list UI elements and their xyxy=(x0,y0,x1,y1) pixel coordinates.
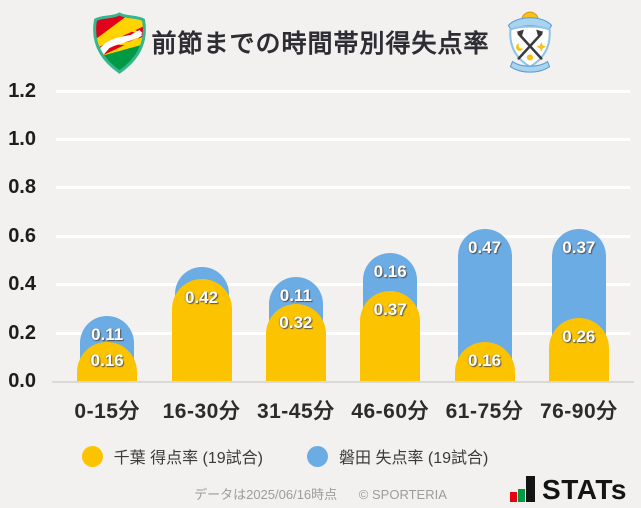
x-axis-category-label: 61-75分 xyxy=(445,400,524,423)
bar-value-label: 0.32 xyxy=(279,313,313,332)
legend-item-iwata: 磐田 失点率 (19試合) xyxy=(307,444,488,468)
bar-chiba-score xyxy=(454,342,515,381)
bar-chiba-score xyxy=(548,318,609,381)
y-axis-tick-label: 0.4 xyxy=(8,273,36,296)
bar-value-label: 0.16 xyxy=(373,262,407,281)
stats-brand-text: STATs xyxy=(542,474,627,505)
x-axis-category-label: 31-45分 xyxy=(256,400,335,423)
gridline xyxy=(56,283,630,287)
bar-value-label: 0.11 xyxy=(279,286,312,305)
gridline xyxy=(56,234,630,238)
bar-value-label: 0.11 xyxy=(91,325,124,344)
bar-chiba-score xyxy=(360,291,421,381)
gridline xyxy=(56,186,630,190)
gridline xyxy=(56,89,630,93)
stats-brand-logo: STATs xyxy=(510,474,627,505)
bar-value-label: 0.16 xyxy=(90,351,124,370)
data-date-note: データは2025/06/16時点 xyxy=(194,487,338,502)
y-axis-tick-label: 0.0 xyxy=(8,370,36,392)
x-axis-category-label: 46-60分 xyxy=(351,400,430,423)
copyright-text: © SPORTERIA xyxy=(358,487,447,502)
legend-label-chiba: 千葉 得点率 (19試合) xyxy=(113,450,263,467)
bar-value-label: 0.16 xyxy=(467,351,502,370)
y-axis-tick-label: 0.2 xyxy=(8,321,36,344)
legend-swatch-chiba-icon xyxy=(81,445,103,467)
footer-note: データは2025/06/16時点 © SPORTERIA xyxy=(0,484,641,503)
chart-title: 前節までの時間帯別得失点率 xyxy=(151,30,490,58)
bar-chiba-score xyxy=(265,304,326,381)
y-axis-tick-label: 0.6 xyxy=(8,224,36,247)
bar-value-label: 0.37 xyxy=(562,238,596,257)
chiba-club-crest-icon xyxy=(93,12,146,74)
bar-value-label: 0.37 xyxy=(373,300,407,319)
bar-chart-icon xyxy=(510,476,536,502)
legend-item-chiba: 千葉 得点率 (19試合) xyxy=(81,444,263,468)
iwata-club-crest-icon xyxy=(507,11,553,73)
y-axis-tick-label: 1.0 xyxy=(8,128,36,150)
legend-label-iwata: 磐田 失点率 (19試合) xyxy=(339,450,489,467)
bar-value-label: 0.26 xyxy=(562,327,596,346)
x-axis-category-label: 76-90分 xyxy=(539,400,618,423)
legend-swatch-iwata-icon xyxy=(307,445,328,467)
bar-chiba-score xyxy=(171,279,232,381)
y-axis-tick-label: 1.2 xyxy=(8,79,36,102)
y-axis-tick-label: 0.8 xyxy=(8,176,36,199)
chart-legend: 千葉 得点率 (19試合) 磐田 失点率 (19試合) xyxy=(0,441,570,471)
gridline xyxy=(56,331,630,335)
bar-value-label: 0.42 xyxy=(184,288,219,307)
x-axis-category-label: 16-30分 xyxy=(162,400,241,423)
gridline xyxy=(56,138,630,141)
x-axis-category-label: 0-15分 xyxy=(74,400,140,423)
bar-value-label: 0.47 xyxy=(467,238,502,257)
x-axis-baseline xyxy=(52,381,634,383)
